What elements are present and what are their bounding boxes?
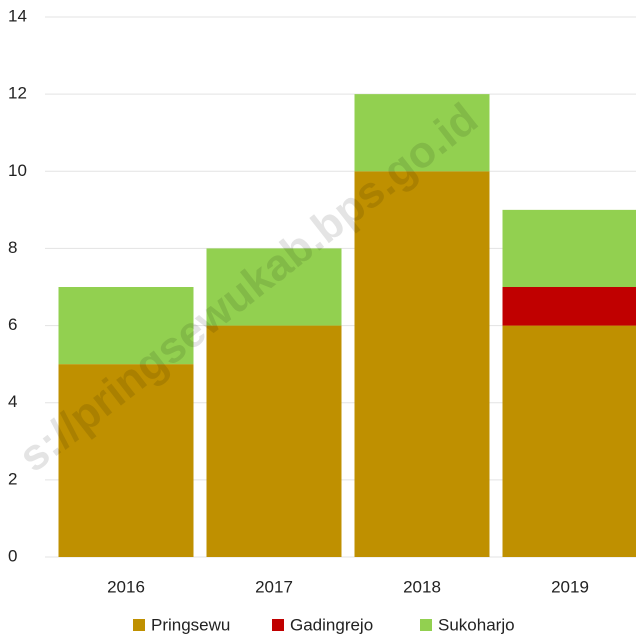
y-tick-label: 8: [8, 238, 17, 257]
y-tick-label: 0: [8, 546, 17, 565]
bar-segment: [502, 287, 636, 326]
bar-segment: [58, 364, 194, 557]
legend-swatch: [272, 619, 284, 631]
y-tick-label: 6: [8, 315, 17, 334]
bar-segment: [502, 209, 636, 287]
legend-label: Pringsewu: [151, 615, 230, 634]
y-tick-label: 14: [8, 6, 27, 25]
legend-label: Gadingrejo: [290, 615, 373, 634]
y-tick-label: 2: [8, 469, 17, 488]
y-tick-label: 12: [8, 84, 27, 103]
y-tick-label: 4: [8, 392, 17, 411]
x-tick-label: 2016: [107, 577, 145, 596]
x-tick-label: 2018: [403, 577, 441, 596]
y-tick-label: 10: [8, 161, 27, 180]
legend-label: Sukoharjo: [438, 615, 515, 634]
legend-swatch: [133, 619, 145, 631]
bar-segment: [206, 248, 342, 326]
bar-segment: [354, 171, 490, 558]
x-tick-label: 2019: [551, 577, 589, 596]
bar-segment: [206, 325, 342, 557]
bar-segment: [502, 325, 636, 557]
legend-swatch: [420, 619, 432, 631]
bar-segment: [58, 287, 194, 365]
x-tick-label: 2017: [255, 577, 293, 596]
bar-segment: [354, 94, 490, 172]
